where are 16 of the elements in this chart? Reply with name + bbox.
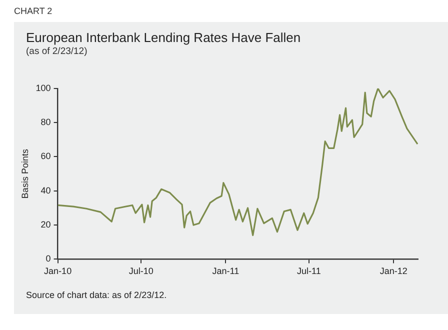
y-tick-label: 80 (40, 117, 51, 128)
x-tick-label: Jul-11 (297, 266, 321, 276)
y-tick-label: 60 (40, 151, 51, 162)
y-tick-label: 100 (36, 82, 51, 93)
x-tick-label: Jul-10 (128, 266, 154, 276)
y-tick-label: 40 (40, 185, 51, 196)
chart-title: European Interbank Lending Rates Have Fallen (26, 30, 301, 45)
caption: CHART 2 (14, 6, 52, 16)
x-tick-label: Jan-11 (212, 266, 240, 276)
y-tick-label: 20 (40, 220, 51, 230)
y-axis-title: Basis Points (20, 148, 30, 199)
y-tick-label: 0 (46, 254, 51, 264)
chart-subtitle: (as of 2/23/12) (26, 46, 88, 57)
x-tick-label: Jan-12 (380, 266, 408, 276)
x-tick-label: Jan-10 (44, 266, 72, 276)
source-note: Source of chart data: as of 2/23/12. (26, 290, 167, 300)
